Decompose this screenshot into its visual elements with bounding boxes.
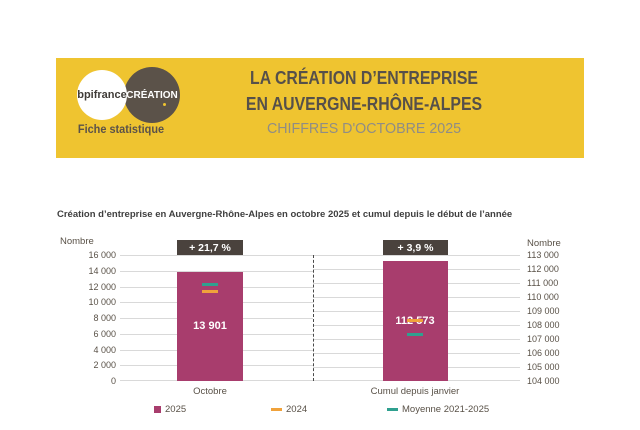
legend-moyenne-label: Moyenne 2021-2025 xyxy=(402,404,490,415)
axis-tick-label: 106 000 xyxy=(527,348,560,358)
axis-tick-label: 12 000 xyxy=(88,281,116,292)
bpifrance-logo: bpifrance xyxy=(77,70,127,120)
axis-tick-label: 112 000 xyxy=(527,264,559,274)
axis-tick-label: 108 000 xyxy=(527,320,560,330)
legend-item-2025: 2025 xyxy=(154,403,186,416)
bar-value-label-octobre: 13 901 xyxy=(193,320,227,333)
chart-title: Création d’entreprise en Auvergne-Rhône-… xyxy=(57,209,513,220)
bpifrance-logo-text: bpifrance xyxy=(77,89,127,101)
marker-moyenne-cumul xyxy=(407,333,423,337)
legend-item-moyenne: Moyenne 2021-2025 xyxy=(387,403,489,416)
axis-tick-label: 0 xyxy=(110,376,116,386)
marker-moyenne-octobre xyxy=(202,282,218,286)
gridline xyxy=(120,270,313,272)
legend-2024-label: 2024 xyxy=(286,404,308,415)
axis-tick-label: 8 000 xyxy=(93,313,116,323)
header-subtitle: CHIFFRES D'OCTOBRE 2025 xyxy=(266,120,462,137)
growth-badge-octobre: + 21,7 % xyxy=(177,240,243,256)
axis-tick-label: 16 000 xyxy=(88,250,116,260)
creation-logo-text: CRÉATION xyxy=(126,89,178,101)
axis-tick-label: 4 000 xyxy=(93,344,116,355)
legend-2025-label: 2025 xyxy=(165,404,187,415)
axis-tick-label: 113 000 xyxy=(527,250,559,260)
gridline xyxy=(313,255,520,256)
creation-logo-yellow-dot-icon xyxy=(163,103,166,106)
axis-tick-label: 105 000 xyxy=(527,362,560,372)
gridline xyxy=(120,255,313,256)
axis-tick-label: 109 000 xyxy=(527,306,560,316)
legend-2025-square-icon xyxy=(154,406,161,413)
plot-area: 13 901 112 573 xyxy=(120,255,520,381)
axis-tick-label: 6 000 xyxy=(93,328,116,339)
growth-badge-cumul: + 3,9 % xyxy=(383,240,448,256)
header-title-line1: LA CRÉATION D’ENTREPRISE xyxy=(250,68,478,88)
legend-item-2024: 2024 xyxy=(271,403,307,416)
category-label-cumul: Cumul depuis janvier xyxy=(370,386,460,397)
header-title-block: LA CRÉATION D’ENTREPRISE EN AUVERGNE-RHÔ… xyxy=(204,65,524,141)
axis-tick-label: 111 000 xyxy=(527,278,559,288)
left-axis-unit-label: Nombre xyxy=(60,236,94,247)
bar-2025-cumul: 112 573 xyxy=(382,260,448,381)
bpifrance-creation-logo: CRÉATION xyxy=(124,67,180,123)
axis-tick-label: 107 000 xyxy=(527,334,560,344)
axis-tick-label: 2 000 xyxy=(93,360,116,371)
bar-2025-octobre: 13 901 xyxy=(177,271,243,381)
legend-2024-dash-icon xyxy=(271,408,282,411)
header-title-line2: EN AUVERGNE-RHÔNE-ALPES xyxy=(245,94,483,114)
marker-2024-octobre xyxy=(202,289,218,293)
header-banner: CRÉATION bpifrance Fiche statistique LA … xyxy=(56,58,584,158)
axis-tick-label: 14 000 xyxy=(88,265,116,276)
right-axis-unit-label: Nombre xyxy=(527,238,561,249)
axis-tick-label: 10 000 xyxy=(88,297,116,308)
category-label-octobre: Octobre xyxy=(193,386,227,397)
marker-2024-cumul xyxy=(407,319,423,323)
axis-tick-label: 110 000 xyxy=(527,292,559,302)
legend-moyenne-dash-icon xyxy=(387,408,398,411)
axis-tick-label: 104 000 xyxy=(527,376,560,386)
fiche-statistique-label: Fiche statistique xyxy=(77,124,165,136)
axis-divider-dashed-line xyxy=(313,255,314,381)
